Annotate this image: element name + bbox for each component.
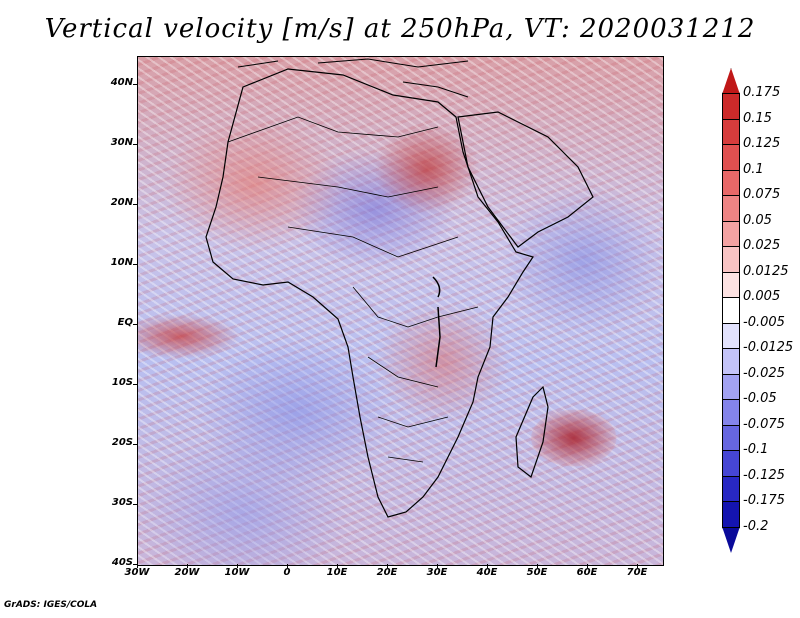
lon-tick bbox=[187, 564, 188, 568]
lon-tick bbox=[137, 564, 138, 568]
lon-tick bbox=[537, 564, 538, 568]
colorbar-cell bbox=[722, 246, 740, 273]
lon-tick bbox=[637, 564, 638, 568]
colorbar-label: 0.075 bbox=[743, 187, 781, 203]
europe-outline bbox=[237, 58, 469, 98]
colorbar-label: -0.005 bbox=[743, 314, 785, 330]
colorbar-cell bbox=[722, 93, 740, 120]
colorbar-label: -0.2 bbox=[743, 518, 769, 534]
lat-tick-label: 30S bbox=[111, 497, 133, 508]
lon-tick-label: 20E bbox=[376, 567, 398, 578]
colorbar-label: 0.175 bbox=[743, 85, 781, 101]
lon-tick-label: 10W bbox=[224, 567, 250, 578]
lon-tick bbox=[437, 564, 438, 568]
chart-title: Vertical velocity [m/s] at 250hPa, VT: 2… bbox=[44, 14, 756, 44]
colorbar-label: -0.1 bbox=[743, 442, 769, 458]
lat-tick-label: 10N bbox=[110, 257, 133, 268]
lon-tick bbox=[387, 564, 388, 568]
lon-tick bbox=[487, 564, 488, 568]
lon-tick bbox=[337, 564, 338, 568]
colorbar-label: 0.025 bbox=[743, 238, 781, 254]
colorbar-cell bbox=[722, 475, 740, 503]
colorbar-label: -0.05 bbox=[743, 391, 777, 407]
colorbar-cell bbox=[722, 373, 740, 401]
lat-tick-label: 30N bbox=[110, 137, 133, 148]
country-borders bbox=[227, 116, 479, 463]
lat-tick bbox=[133, 324, 137, 325]
lon-tick bbox=[287, 564, 288, 568]
colorbar-cell bbox=[722, 450, 740, 477]
lat-tick-label: 40N bbox=[110, 77, 133, 88]
lat-tick bbox=[133, 204, 137, 205]
lon-tick bbox=[587, 564, 588, 568]
lon-tick-label: 30E bbox=[426, 567, 448, 578]
colorbar-cell bbox=[722, 68, 740, 95]
colorbar-label: 0.0125 bbox=[743, 263, 789, 279]
lon-tick-label: 30W bbox=[124, 567, 150, 578]
colorbar-label: -0.0125 bbox=[743, 340, 794, 356]
africa-coastline-map bbox=[205, 58, 594, 518]
lon-tick-label: 10E bbox=[326, 567, 348, 578]
lat-tick bbox=[133, 144, 137, 145]
lon-tick-label: 40E bbox=[476, 567, 498, 578]
colorbar-cell bbox=[722, 424, 740, 452]
colorbar-cell bbox=[722, 526, 740, 553]
colorbar-cell bbox=[722, 169, 740, 197]
lat-tick-label: 40S bbox=[111, 557, 133, 568]
colorbar-label: 0.05 bbox=[743, 212, 772, 228]
colorbar-cell bbox=[722, 399, 740, 426]
colorbar-cell bbox=[722, 271, 740, 299]
colorbar-label: 0.1 bbox=[743, 161, 764, 177]
colorbar-cell bbox=[722, 322, 740, 350]
colorbar-cell bbox=[722, 118, 740, 146]
colorbar-label: -0.125 bbox=[743, 467, 785, 483]
lat-tick-label: 20N bbox=[110, 197, 133, 208]
lon-tick bbox=[237, 564, 238, 568]
lat-tick-label: 20S bbox=[111, 437, 133, 448]
lat-tick-label: 10S bbox=[111, 377, 133, 388]
colorbar-label: -0.175 bbox=[743, 493, 785, 509]
lat-tick bbox=[133, 444, 137, 445]
africa-outline bbox=[205, 68, 534, 518]
colorbar-cell bbox=[722, 195, 740, 222]
map-panel bbox=[137, 56, 664, 566]
colorbar-label: -0.075 bbox=[743, 416, 785, 432]
lat-tick-label: EQ bbox=[117, 317, 133, 328]
lat-tick bbox=[133, 564, 137, 565]
lon-tick-label: 20W bbox=[174, 567, 200, 578]
colorbar-cell bbox=[722, 220, 740, 248]
madagascar-outline bbox=[515, 385, 549, 478]
arabia-outline bbox=[457, 111, 594, 248]
colorbar bbox=[722, 68, 740, 553]
colorbar-label: -0.025 bbox=[743, 365, 785, 381]
lon-tick-label: 60E bbox=[576, 567, 598, 578]
lon-tick-label: 50E bbox=[526, 567, 548, 578]
lake-outlines bbox=[432, 276, 441, 368]
colorbar-label: 0.15 bbox=[743, 110, 772, 126]
grads-credit: GrADS: IGES/COLA bbox=[4, 600, 98, 610]
colorbar-cell bbox=[722, 501, 740, 528]
colorbar-cell bbox=[722, 144, 740, 171]
lat-tick bbox=[133, 504, 137, 505]
lat-tick bbox=[133, 84, 137, 85]
colorbar-label: 0.125 bbox=[743, 136, 781, 152]
lat-tick bbox=[133, 264, 137, 265]
lat-tick bbox=[133, 384, 137, 385]
lon-tick-label: 70E bbox=[626, 567, 648, 578]
colorbar-label: 0.005 bbox=[743, 289, 781, 305]
lon-tick-label: 0 bbox=[283, 567, 291, 578]
colorbar-cell bbox=[722, 297, 740, 324]
colorbar-cell bbox=[722, 348, 740, 375]
